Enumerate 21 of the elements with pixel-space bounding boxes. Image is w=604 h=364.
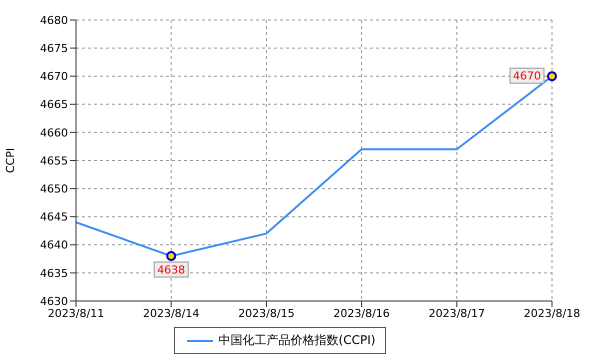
x-tick-label: 2023/8/18 — [524, 306, 580, 320]
x-tick-label: 2023/8/16 — [333, 306, 390, 320]
y-tick-label: 4645 — [40, 210, 68, 224]
x-tick-label: 2023/8/15 — [238, 306, 295, 320]
y-tick-label: 4680 — [40, 14, 68, 27]
y-tick-label: 4650 — [40, 182, 68, 196]
data-label: 4670 — [513, 70, 541, 83]
y-tick-label: 4655 — [40, 154, 68, 168]
x-tick-label: 2023/8/11 — [48, 306, 104, 320]
y-tick-label: 4630 — [40, 294, 68, 308]
y-tick-label: 4665 — [40, 98, 68, 112]
x-tick-label: 2023/8/14 — [142, 306, 200, 320]
legend-label: 中国化工产品价格指数(CCPI) — [218, 332, 376, 349]
y-tick-label: 4670 — [40, 70, 68, 84]
y-axis-title: CCPI — [4, 148, 17, 174]
data-label: 4638 — [157, 264, 186, 277]
x-tick-label: 2023/8/17 — [428, 306, 486, 320]
y-tick-label: 4660 — [40, 126, 68, 140]
y-tick-label: 4640 — [40, 238, 68, 252]
y-tick-label: 4635 — [40, 266, 68, 280]
y-tick-label: 4675 — [40, 42, 68, 56]
